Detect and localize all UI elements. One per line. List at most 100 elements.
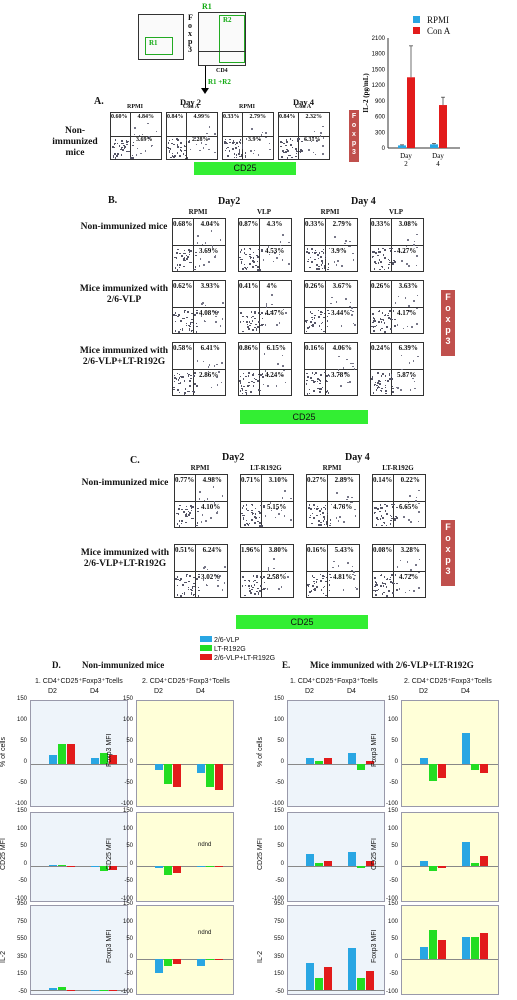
facs-dot xyxy=(260,504,262,507)
facs-dot xyxy=(280,509,283,512)
facs-dot xyxy=(185,521,187,524)
facs-dot xyxy=(382,585,385,587)
facs-dot xyxy=(205,584,208,586)
facs-dot xyxy=(261,250,263,253)
facs-dot xyxy=(260,374,262,376)
facs-dot xyxy=(377,382,379,384)
panel-c-tr-pct: 5.43% xyxy=(334,546,354,554)
facs-dot xyxy=(261,312,263,315)
facs-dot xyxy=(318,388,321,390)
facs-dot xyxy=(252,257,255,259)
panel-a-tl-pct: 0.84% xyxy=(279,114,296,120)
facs-dot xyxy=(346,498,348,501)
facs-dot xyxy=(384,249,386,251)
bar xyxy=(206,958,214,960)
facs-dot xyxy=(381,507,383,509)
facs-dot xyxy=(397,247,400,250)
zero-line xyxy=(402,764,498,765)
facs-dot xyxy=(185,513,188,515)
d1-plot-panel xyxy=(30,700,128,807)
facs-dot xyxy=(187,390,189,393)
facs-dot xyxy=(189,148,192,151)
facs-dot xyxy=(373,589,375,592)
d2-plot-panel xyxy=(136,905,234,995)
facs-dot xyxy=(383,576,386,578)
facs-dot xyxy=(242,514,244,517)
facs-dot xyxy=(324,504,327,507)
facs-dot xyxy=(251,511,253,514)
facs-dot xyxy=(408,265,410,267)
facs-dot xyxy=(112,155,115,157)
facs-dot xyxy=(197,595,200,597)
facs-dot xyxy=(323,518,326,520)
facs-dot xyxy=(216,510,219,513)
facs-dot xyxy=(301,150,303,152)
y-tick-label: -50 xyxy=(18,878,27,885)
facs-dot xyxy=(247,326,249,328)
facs-dot xyxy=(313,321,316,324)
facs-dot xyxy=(341,248,344,250)
facs-dot xyxy=(398,588,401,590)
facs-dot xyxy=(180,150,183,152)
bar xyxy=(100,989,108,991)
facs-dot xyxy=(375,582,378,584)
facs-dot xyxy=(353,571,355,573)
facs-dot xyxy=(244,266,246,269)
facs-dot xyxy=(305,330,308,333)
facs-dot xyxy=(313,381,315,384)
facs-dot xyxy=(351,569,353,572)
facs-dot xyxy=(387,380,389,382)
facs-dot xyxy=(325,391,328,393)
bar xyxy=(67,744,75,764)
facs-dot xyxy=(382,254,385,256)
facs-dot xyxy=(329,522,332,525)
y-axis-label: % of cells xyxy=(257,736,264,767)
facs-dot xyxy=(174,155,176,157)
facs-dot xyxy=(184,581,186,584)
facs-dot xyxy=(183,393,186,395)
facs-dot xyxy=(214,133,216,135)
facs-dot xyxy=(377,251,380,253)
facs-dot xyxy=(276,324,278,326)
facs-dot xyxy=(320,132,322,134)
facs-dot xyxy=(312,151,315,154)
y-axis-label: Foxp3 MFI xyxy=(106,929,113,963)
bar xyxy=(49,864,57,866)
facs-dot xyxy=(190,593,193,596)
facs-dot xyxy=(235,154,238,156)
facs-dot xyxy=(346,358,348,361)
facs-dot xyxy=(198,576,200,578)
facs-dot xyxy=(170,156,172,159)
facs-dot xyxy=(287,576,289,578)
zero-line xyxy=(137,764,233,765)
facs-dot xyxy=(249,324,251,327)
facs-dot xyxy=(267,570,270,572)
facs-dot xyxy=(406,325,409,328)
facs-dot xyxy=(326,390,329,392)
facs-dot xyxy=(171,152,174,155)
facs-dot xyxy=(125,139,128,142)
quadrant-line xyxy=(391,343,392,395)
facs-dot xyxy=(373,320,375,322)
facs-dot xyxy=(317,507,320,510)
facs-dot xyxy=(247,385,249,388)
facs-dot xyxy=(253,579,256,582)
facs-dot xyxy=(259,576,262,578)
panel-c-col-header: RPMI xyxy=(190,464,210,472)
facs-dot xyxy=(315,585,318,588)
facs-dot xyxy=(199,149,201,152)
y-axis-label: Foxp3 MFI xyxy=(371,733,378,767)
panel-b-row-label: Mice immunized with 2/6-VLP xyxy=(79,284,169,305)
facs-dot xyxy=(322,575,324,577)
quadrant-line xyxy=(373,501,425,502)
y-axis-label: IL-2 xyxy=(257,950,264,963)
facs-dot xyxy=(184,515,187,518)
facs-dot xyxy=(256,260,259,263)
facs-dot xyxy=(249,248,252,250)
facs-dot xyxy=(254,317,256,320)
facs-dot xyxy=(316,264,318,266)
bar xyxy=(398,145,406,148)
facs-dot xyxy=(196,325,198,328)
facs-dot xyxy=(391,517,393,520)
facs-dot xyxy=(349,301,352,304)
